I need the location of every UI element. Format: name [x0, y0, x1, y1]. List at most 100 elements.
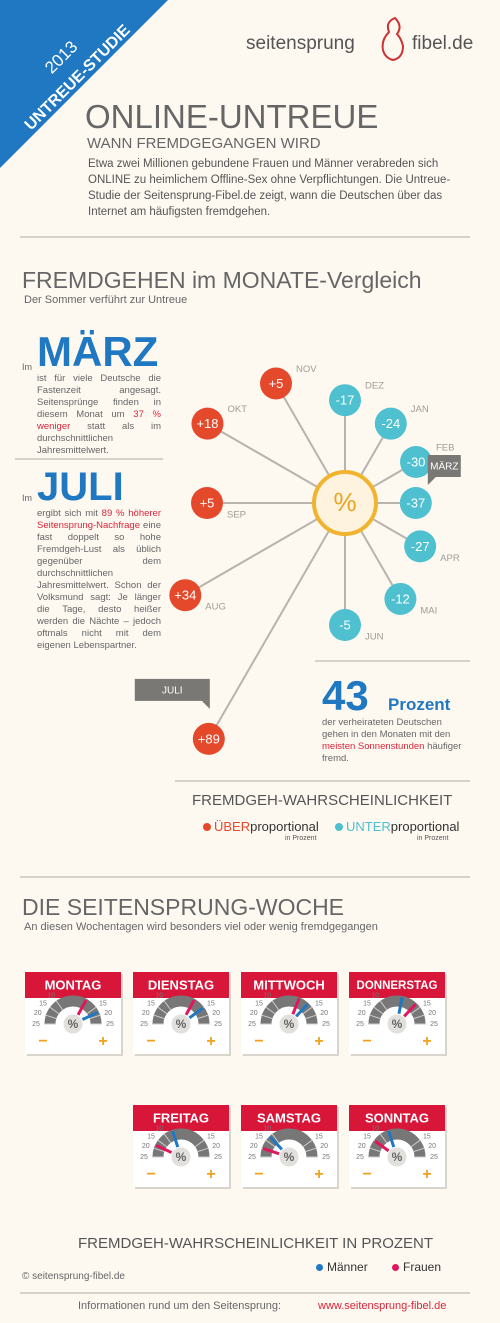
- gauge-tick-label: 15: [147, 1000, 155, 1007]
- value-dot: [400, 446, 433, 478]
- card-header: [25, 972, 121, 998]
- gauge-center: %: [392, 1017, 403, 1031]
- legend-text: proportional: [390, 819, 460, 834]
- gauge-tick: [153, 1147, 165, 1153]
- value-label: +5: [200, 495, 215, 510]
- text: statt als im durchschnittlichen Jahresmi…: [37, 421, 161, 456]
- section-title: FREMDGEHEN im MONATE-Vergleich: [22, 267, 422, 293]
- gauge-tick: [413, 1014, 425, 1020]
- gauge-tick-label: 10: [371, 1126, 379, 1133]
- gauge-tick: [163, 1133, 172, 1144]
- text: ergibt sich mit: [37, 508, 102, 519]
- gauge-tick: [413, 1147, 425, 1153]
- gauge-arc: [152, 995, 210, 1025]
- gauge-hub: [386, 1146, 408, 1168]
- gauge-tick-label: 10: [47, 993, 55, 1000]
- gauge-tick-label: 15: [147, 1133, 155, 1140]
- gauge-center: %: [392, 1150, 403, 1164]
- month-label: MAI: [420, 605, 437, 616]
- footer-url[interactable]: www.seitensprung-fibel.de: [318, 1300, 447, 1312]
- month-label: MÄRZ: [430, 461, 458, 473]
- radial-chart: % -24 JAN -30 FEB -37 MÄRZ -27 APR -12 MAI -5 JUN +89…: [134, 364, 461, 755]
- gauge-tick-label: 15: [255, 1133, 263, 1140]
- intro: Etwa zwei Millionen gebundene Frauen und…: [88, 158, 451, 218]
- value-dot: [191, 487, 223, 519]
- gauge-tick: [410, 1006, 421, 1015]
- day-label: FREITAG: [153, 1110, 209, 1125]
- plus-label: +: [314, 1033, 323, 1050]
- rule: [20, 236, 470, 238]
- day-label: SAMSTAG: [257, 1110, 321, 1125]
- gauge-tick-label: 20: [250, 1143, 258, 1150]
- minus-label: −: [254, 1033, 263, 1050]
- minus-label: −: [146, 1033, 155, 1050]
- value-dot: [329, 384, 361, 417]
- value-label: -17: [336, 393, 355, 408]
- gauge-tick-label: 20: [142, 1143, 150, 1150]
- gauge-tick: [305, 1147, 317, 1153]
- legend-dot: [203, 823, 211, 831]
- value-dot: [191, 407, 224, 440]
- value-dot: [399, 487, 432, 519]
- gauge-tick: [194, 1139, 205, 1148]
- value-label: +89: [198, 731, 220, 746]
- gauge-tick-label: 25: [430, 1021, 438, 1028]
- gauge-tick: [302, 1139, 313, 1148]
- copyright: © seitensprung-fibel.de: [22, 1271, 125, 1282]
- gauge-tick-label: 15: [99, 1000, 107, 1007]
- prefix: Im: [22, 493, 32, 503]
- month-label: SEP: [227, 510, 246, 521]
- callout-pointer: [427, 477, 436, 485]
- gauge-tick: [55, 1000, 64, 1011]
- gauge-tick: [302, 1006, 313, 1015]
- legend-title: FREMDGEH-WAHRSCHEINLICHKEIT: [192, 792, 453, 809]
- stat-text: der verheirateten Deutschen gehen in den…: [322, 717, 462, 765]
- logo-left: seitensprung: [246, 33, 355, 54]
- gauge-tick-label: 20: [104, 1010, 112, 1017]
- gauge-tick-label: 20: [320, 1143, 328, 1150]
- legend-item: UNTERproportional: [335, 819, 459, 834]
- gauge-tick-label: 25: [248, 1154, 256, 1161]
- gauge-tick-label: 20: [358, 1010, 366, 1017]
- value-dot: [374, 407, 407, 440]
- gauge-tick: [373, 1006, 384, 1015]
- text: häufiger fremd.: [322, 741, 462, 764]
- text: eine fast doppelt so hohe Fremdgeh-Lust …: [37, 520, 161, 651]
- plus-label: +: [206, 1033, 215, 1050]
- gauge-tick: [45, 1014, 57, 1020]
- center-circle: [312, 470, 378, 536]
- gauge-hub: [278, 1146, 300, 1168]
- gauge-tick: [410, 1139, 421, 1148]
- gauge-tick-label: 25: [106, 1021, 114, 1028]
- gauge-tick: [265, 1139, 276, 1148]
- legend-dot: [316, 1264, 323, 1271]
- gauge-tick-label: 20: [250, 1010, 258, 1017]
- rule: [20, 1292, 470, 1294]
- card-header: [241, 972, 337, 998]
- value-label: -24: [381, 416, 400, 431]
- value-dot: [404, 530, 437, 563]
- gauge-tick-label: 15: [315, 1133, 323, 1140]
- minus-label: −: [362, 1166, 371, 1183]
- rule: [315, 660, 470, 662]
- stat-value: 43: [322, 672, 369, 719]
- gauge-tick-label: 25: [214, 1154, 222, 1161]
- gauge-tick-label: 20: [34, 1010, 42, 1017]
- gauge-arc: [260, 995, 318, 1025]
- legend-note: in Prozent: [417, 835, 449, 842]
- gauge-tick-label: 25: [248, 1021, 256, 1028]
- center-label: %: [333, 487, 356, 517]
- month-label: APR: [440, 553, 460, 564]
- legend-item: Männer: [316, 1260, 368, 1274]
- gauge-tick-label: 25: [32, 1021, 40, 1028]
- rule: [15, 458, 163, 460]
- gauge-center: %: [176, 1017, 187, 1031]
- legend-note: in Prozent: [285, 835, 317, 842]
- value-label: +5: [269, 376, 284, 391]
- rule: [175, 780, 470, 782]
- value-dot: [192, 722, 225, 755]
- gauge-hub: [386, 1013, 408, 1035]
- gauge-tick-label: 10: [263, 1126, 271, 1133]
- gauge-tick-label: 25: [214, 1021, 222, 1028]
